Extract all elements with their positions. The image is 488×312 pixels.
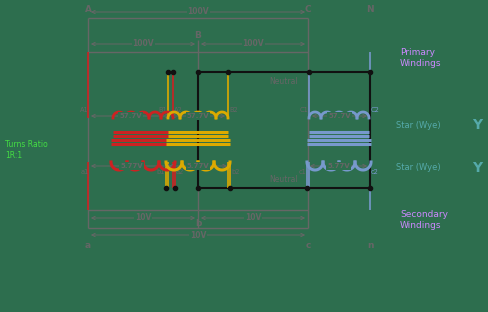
Text: Star (Wye): Star (Wye) — [396, 163, 441, 173]
Text: C: C — [305, 6, 311, 14]
Text: c2: c2 — [371, 169, 379, 175]
Text: b2: b2 — [231, 169, 240, 175]
Text: 100V: 100V — [187, 7, 209, 17]
Text: 5.77V: 5.77V — [120, 163, 143, 169]
Text: B: B — [195, 31, 202, 40]
Text: Neutral: Neutral — [270, 76, 298, 85]
Text: 57.7V: 57.7V — [328, 113, 351, 119]
Text: a: a — [85, 241, 91, 250]
Text: Turns Ratio
1R:1: Turns Ratio 1R:1 — [5, 139, 48, 160]
Text: 57.7V: 57.7V — [187, 113, 209, 119]
Text: Y: Y — [472, 118, 482, 132]
Text: Y: Y — [472, 161, 482, 175]
Text: A2: A2 — [174, 107, 183, 113]
Text: A1: A1 — [81, 107, 89, 113]
Text: N: N — [366, 6, 374, 14]
Text: b1: b1 — [157, 169, 165, 175]
Text: 57.7V: 57.7V — [119, 113, 142, 119]
Text: 100V: 100V — [242, 40, 264, 48]
Text: Primary
Windings: Primary Windings — [400, 48, 442, 68]
Text: c: c — [305, 241, 311, 250]
Text: 5.77V: 5.77V — [187, 163, 209, 169]
Text: 5.77V: 5.77V — [327, 163, 350, 169]
Text: 10V: 10V — [245, 213, 261, 222]
Text: 10V: 10V — [190, 231, 206, 240]
Text: 10V: 10V — [135, 213, 151, 222]
Text: c1: c1 — [298, 169, 306, 175]
Text: a1: a1 — [81, 169, 89, 175]
Text: b: b — [195, 218, 201, 227]
Text: Star (Wye): Star (Wye) — [396, 120, 441, 129]
Text: a2: a2 — [176, 169, 184, 175]
Text: B1: B1 — [159, 107, 167, 113]
Text: n: n — [367, 241, 373, 250]
Text: 100V: 100V — [132, 40, 154, 48]
Text: C1: C1 — [299, 107, 308, 113]
Text: A: A — [84, 6, 92, 14]
Text: C2: C2 — [371, 107, 380, 113]
Text: Secondary
Windings: Secondary Windings — [400, 210, 448, 230]
Text: B2: B2 — [229, 107, 238, 113]
Text: Neutral: Neutral — [270, 174, 298, 183]
